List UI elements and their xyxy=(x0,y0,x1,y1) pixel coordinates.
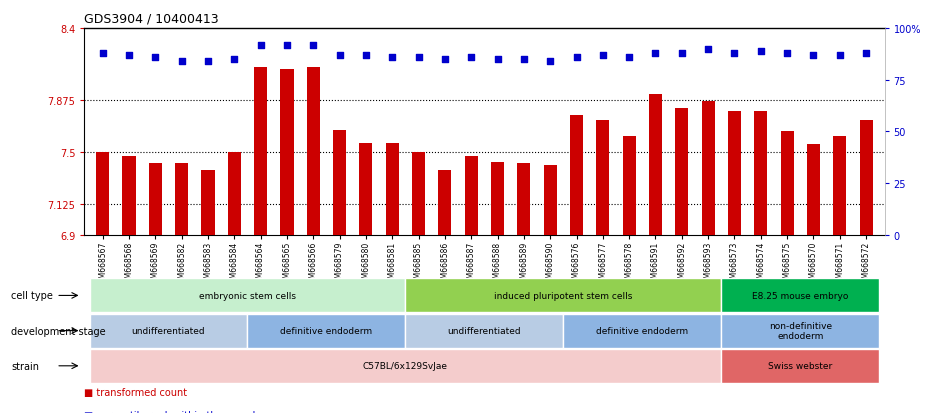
Bar xyxy=(333,131,346,235)
Point xyxy=(437,57,452,63)
Bar xyxy=(544,165,557,235)
Point xyxy=(753,48,768,55)
Point xyxy=(543,59,558,65)
Bar xyxy=(307,67,320,235)
Bar xyxy=(722,349,879,383)
Text: undifferentiated: undifferentiated xyxy=(447,326,521,335)
Bar xyxy=(563,314,722,348)
Bar xyxy=(149,164,162,235)
Point xyxy=(727,50,742,57)
Point xyxy=(648,50,663,57)
Bar xyxy=(622,136,636,235)
Point xyxy=(280,42,295,49)
Bar xyxy=(596,121,609,235)
Point xyxy=(858,50,873,57)
Bar xyxy=(90,279,405,313)
Bar xyxy=(464,157,477,235)
Text: development stage: development stage xyxy=(11,326,106,336)
Text: cell type: cell type xyxy=(11,291,53,301)
Bar xyxy=(438,171,451,235)
Text: GDS3904 / 10400413: GDS3904 / 10400413 xyxy=(84,12,219,25)
Bar xyxy=(649,95,662,235)
Point xyxy=(701,46,716,53)
Point xyxy=(780,50,795,57)
Text: embryonic stem cells: embryonic stem cells xyxy=(199,291,296,300)
Bar xyxy=(247,314,405,348)
Point xyxy=(463,55,478,61)
Point xyxy=(174,59,189,65)
Text: definitive endoderm: definitive endoderm xyxy=(596,326,688,335)
Point xyxy=(517,57,532,63)
Text: undifferentiated: undifferentiated xyxy=(132,326,205,335)
Bar xyxy=(359,143,373,235)
Bar xyxy=(518,164,531,235)
Point xyxy=(490,57,505,63)
Point xyxy=(358,52,373,59)
Bar xyxy=(728,112,741,235)
Point xyxy=(622,55,636,61)
Text: ■ percentile rank within the sample: ■ percentile rank within the sample xyxy=(84,410,262,413)
Point xyxy=(95,50,110,57)
Bar xyxy=(807,145,820,235)
Text: Swiss webster: Swiss webster xyxy=(768,361,832,370)
Bar xyxy=(722,279,879,313)
Bar xyxy=(96,153,110,235)
Point xyxy=(806,52,821,59)
Bar xyxy=(254,67,267,235)
Text: non-definitive
endoderm: non-definitive endoderm xyxy=(768,321,832,340)
Point xyxy=(306,42,321,49)
Point xyxy=(148,55,163,61)
Bar xyxy=(833,136,846,235)
Text: ■ transformed count: ■ transformed count xyxy=(84,387,187,397)
Bar xyxy=(386,143,399,235)
Bar xyxy=(90,349,722,383)
Bar xyxy=(781,132,794,235)
Bar xyxy=(227,153,241,235)
Bar xyxy=(281,70,294,235)
Bar xyxy=(570,116,583,235)
Point xyxy=(253,42,268,49)
Bar xyxy=(491,162,505,235)
Bar xyxy=(175,164,188,235)
Bar xyxy=(405,314,563,348)
Text: strain: strain xyxy=(11,361,39,371)
Point xyxy=(385,55,400,61)
Bar xyxy=(123,157,136,235)
Text: C57BL/6x129SvJae: C57BL/6x129SvJae xyxy=(363,361,448,370)
Point xyxy=(595,52,610,59)
Point xyxy=(227,57,241,63)
Text: E8.25 mouse embryo: E8.25 mouse embryo xyxy=(753,291,848,300)
Bar xyxy=(754,112,768,235)
Bar xyxy=(675,109,688,235)
Bar xyxy=(702,102,715,235)
Bar xyxy=(859,121,872,235)
Bar xyxy=(90,314,247,348)
Point xyxy=(674,50,689,57)
Bar xyxy=(412,153,425,235)
Point xyxy=(569,55,584,61)
Text: induced pluripotent stem cells: induced pluripotent stem cells xyxy=(494,291,633,300)
Point xyxy=(122,52,137,59)
Point xyxy=(832,52,847,59)
Text: definitive endoderm: definitive endoderm xyxy=(281,326,373,335)
Bar xyxy=(722,314,879,348)
Point xyxy=(200,59,215,65)
Bar xyxy=(201,171,214,235)
Point xyxy=(411,55,426,61)
Bar xyxy=(405,279,722,313)
Point xyxy=(332,52,347,59)
